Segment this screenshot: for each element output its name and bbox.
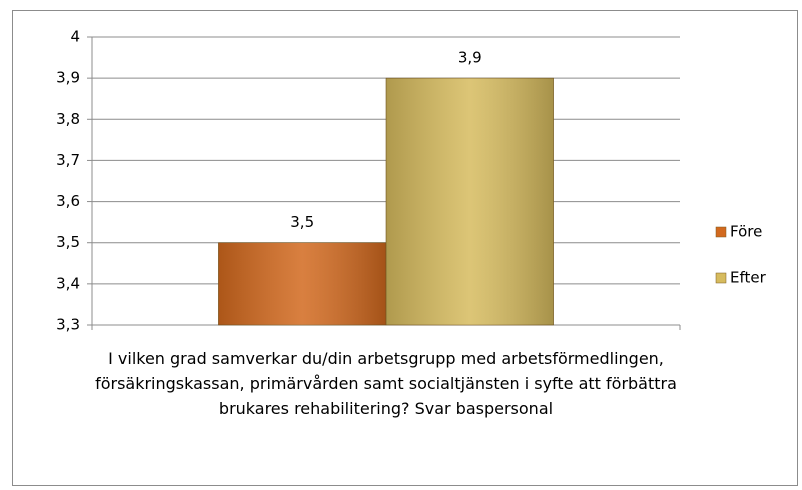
- y-tick-label: 3,4: [56, 274, 80, 292]
- legend-swatch: [715, 226, 727, 238]
- bar-shade: [218, 242, 386, 325]
- legend-label: Före: [730, 223, 762, 241]
- y-tick-label: 3,7: [56, 151, 80, 169]
- y-tick-label: 3,5: [56, 233, 80, 251]
- data-label: 3,5: [290, 213, 314, 231]
- bar-shade: [386, 78, 554, 326]
- y-tick-label: 4: [70, 28, 80, 46]
- y-tick-label: 3,3: [56, 316, 80, 334]
- y-tick-label: 3,6: [56, 192, 80, 210]
- legend-swatch: [715, 272, 727, 284]
- chart-frame: [12, 10, 798, 486]
- y-tick-label: 3,9: [56, 69, 80, 87]
- y-tick-label: 3,8: [56, 110, 80, 128]
- category-label: I vilken grad samverkar du/din arbetsgru…: [95, 349, 677, 418]
- data-label: 3,9: [458, 49, 482, 67]
- legend-label: Efter: [730, 269, 767, 287]
